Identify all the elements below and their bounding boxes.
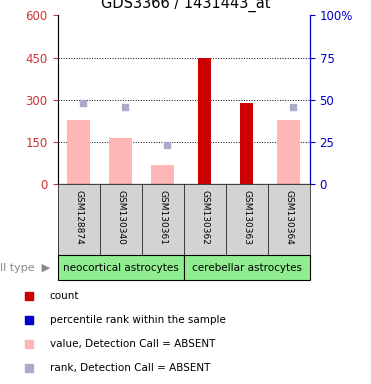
Bar [198, 58, 211, 184]
Bar [184, 255, 310, 280]
Bar [67, 120, 90, 184]
Text: GDS3366 / 1431443_at: GDS3366 / 1431443_at [101, 0, 270, 12]
Text: GSM130361: GSM130361 [158, 190, 167, 245]
Text: cell type  ▶: cell type ▶ [0, 263, 50, 273]
Text: cerebellar astrocytes: cerebellar astrocytes [192, 263, 302, 273]
Text: GSM128874: GSM128874 [74, 190, 83, 245]
Bar [240, 103, 253, 184]
Text: rank, Detection Call = ABSENT: rank, Detection Call = ABSENT [50, 363, 210, 373]
Bar [151, 165, 174, 184]
Text: GSM130362: GSM130362 [200, 190, 209, 245]
Text: GSM130363: GSM130363 [242, 190, 251, 245]
Text: percentile rank within the sample: percentile rank within the sample [50, 315, 226, 325]
Text: count: count [50, 291, 79, 301]
Text: GSM130364: GSM130364 [284, 190, 293, 245]
Bar [277, 120, 301, 184]
Text: neocortical astrocytes: neocortical astrocytes [63, 263, 178, 273]
Text: value, Detection Call = ABSENT: value, Detection Call = ABSENT [50, 339, 215, 349]
Bar [58, 255, 184, 280]
Text: GSM130340: GSM130340 [116, 190, 125, 245]
Bar [109, 138, 132, 184]
